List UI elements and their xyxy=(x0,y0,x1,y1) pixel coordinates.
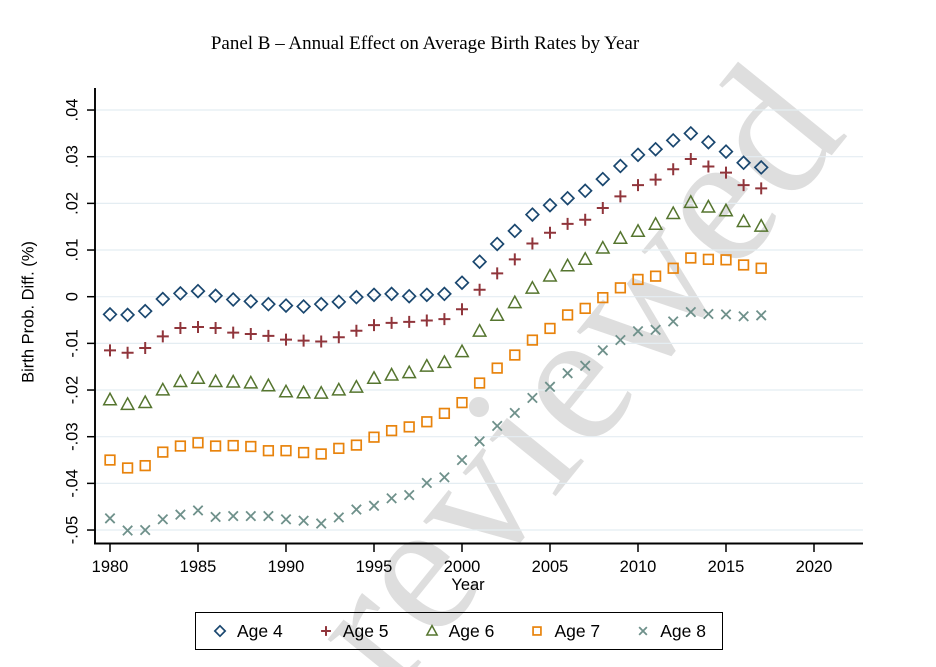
svg-text:-.05: -.05 xyxy=(63,516,81,544)
legend-item-age-7: Age 7 xyxy=(529,621,600,642)
svg-text:-.02: -.02 xyxy=(63,376,81,404)
svg-text:0: 0 xyxy=(63,292,81,301)
gridlines xyxy=(95,109,863,531)
svg-text:2015: 2015 xyxy=(708,558,745,576)
svg-text:.03: .03 xyxy=(63,145,81,168)
legend-item-age-4: Age 4 xyxy=(212,621,283,642)
svg-text:.01: .01 xyxy=(63,239,81,262)
series-age-6 xyxy=(102,194,769,411)
y-axis-title: Birth Prob. Diff. (%) xyxy=(19,241,38,383)
legend-item-age-8: Age 8 xyxy=(635,621,706,642)
svg-text:1980: 1980 xyxy=(92,558,129,576)
legend-item-age-5: Age 5 xyxy=(318,621,389,642)
y-tick-labels: .04 .03 .02 .01 0 -.01 -.02 -.03 -.04 -.05 xyxy=(63,99,81,545)
x-axis-title: Year xyxy=(451,576,485,594)
svg-text:2020: 2020 xyxy=(796,558,833,576)
svg-text:2005: 2005 xyxy=(532,558,569,576)
diamond-icon xyxy=(213,624,227,638)
legend-label: Age 6 xyxy=(448,620,495,641)
svg-text:2000: 2000 xyxy=(444,558,481,576)
x-icon xyxy=(638,626,648,636)
series-age-8 xyxy=(104,306,767,536)
svg-text:.02: .02 xyxy=(63,192,81,215)
legend-item-age-6: Age 6 xyxy=(424,620,495,642)
svg-text:1990: 1990 xyxy=(268,558,305,576)
axes xyxy=(94,88,863,545)
legend-label: Age 7 xyxy=(554,620,601,641)
series-age-5 xyxy=(104,153,768,359)
x-tick-labels: 1980 1985 1990 1995 2000 2005 2010 2015 2020 xyxy=(92,558,833,576)
series-age-4 xyxy=(102,125,769,323)
legend-label: Age 5 xyxy=(342,620,389,641)
plus-icon xyxy=(320,626,331,636)
square-icon xyxy=(532,626,543,636)
svg-text:1995: 1995 xyxy=(356,558,393,576)
tick-marks xyxy=(87,109,815,552)
legend-label: Age 4 xyxy=(237,620,283,641)
legend: Age 4 Age 5 Age 6 Age 7 Age 8 xyxy=(195,612,723,650)
chart-title: Panel B – Annual Effect on Average Birth… xyxy=(210,33,640,54)
legend-label: Age 8 xyxy=(660,620,706,641)
series-age-7 xyxy=(104,252,767,474)
svg-text:2010: 2010 xyxy=(620,558,657,576)
svg-text:.04: .04 xyxy=(63,99,81,122)
svg-text:-.03: -.03 xyxy=(63,422,81,450)
svg-text:-.01: -.01 xyxy=(63,329,81,357)
triangle-icon xyxy=(425,624,439,636)
svg-text:1985: 1985 xyxy=(180,558,217,576)
svg-text:-.04: -.04 xyxy=(63,469,81,497)
